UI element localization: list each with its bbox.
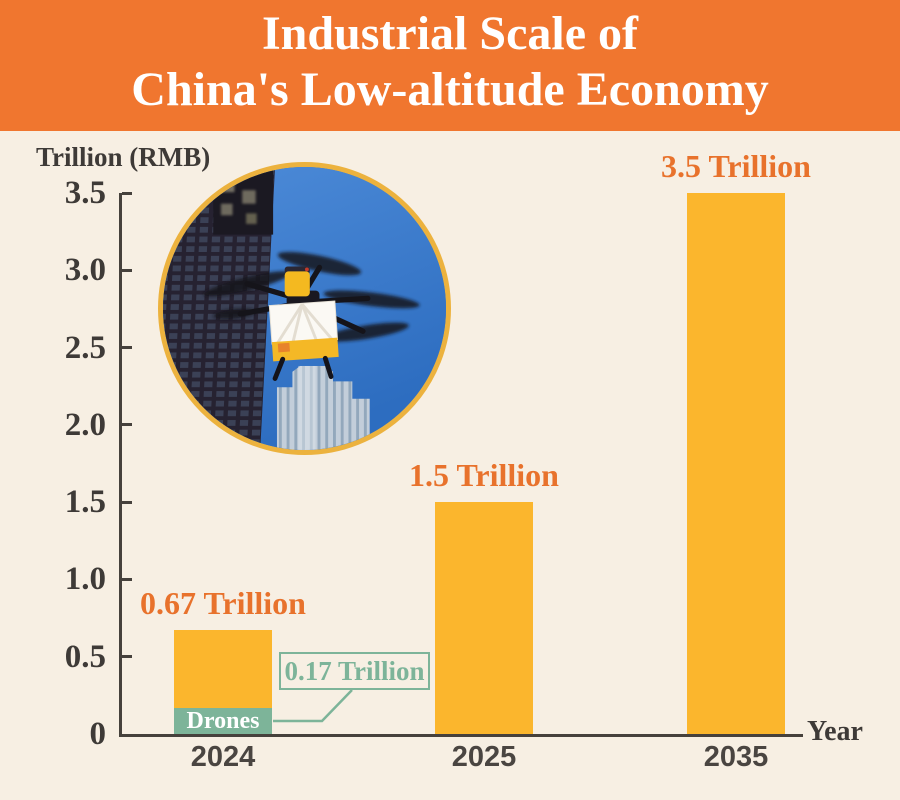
title-line-1: Industrial Scale of [261, 7, 639, 60]
y-tick-label-3.0: 3.0 [64, 252, 106, 289]
drones-callout-box: 0.17 Trillion [279, 652, 430, 690]
y-tick-mark [122, 268, 132, 272]
y-axis-line [119, 193, 122, 737]
bar-value-label-2035: 3.5 Trillion [661, 148, 811, 184]
y-tick-label-1.0: 1.0 [64, 561, 106, 598]
y-tick-mark [122, 423, 132, 427]
drone-landing-legs [272, 355, 334, 381]
y-axis-title: Trillion (RMB) [36, 142, 211, 172]
x-tick-label-2035: 2035 [703, 741, 769, 773]
x-tick-label-2024: 2024 [190, 741, 256, 773]
drone-delivery-photo [158, 162, 451, 455]
x-tick-label-2025: 2025 [451, 741, 517, 773]
bar-2035 [687, 193, 785, 734]
y-tick-mark [122, 655, 132, 659]
light-building [276, 365, 370, 450]
y-tick-mark [122, 577, 132, 581]
y-tick-mark [122, 346, 132, 350]
drone-photo-illustration [163, 167, 446, 450]
drone-canister [284, 271, 310, 297]
title-line-2: China's Low-altitude Economy [131, 63, 769, 116]
y-tick-label-3.5: 3.5 [64, 175, 106, 211]
y-tick-label-1.5: 1.5 [64, 484, 106, 521]
title-banner: Industrial Scale of China's Low-altitude… [0, 0, 900, 131]
y-tick-mark [122, 191, 132, 195]
y-tick-label-0.5: 0.5 [64, 638, 106, 675]
x-axis-title: Year [807, 716, 863, 747]
drone [203, 251, 420, 381]
drones-segment-label: Drones [186, 707, 260, 734]
y-tick-mark [122, 500, 132, 504]
x-axis-line [119, 734, 803, 737]
bar-2025 [435, 502, 533, 734]
y-tick-label-0: 0 [89, 716, 107, 752]
bar-value-label-2025: 1.5 Trillion [409, 457, 559, 494]
y-tick-label-2.5: 2.5 [64, 329, 106, 366]
y-tick-label-2.0: 2.0 [64, 406, 106, 443]
drones-segment: Drones [174, 707, 272, 734]
bar-2024: Drones [174, 630, 272, 734]
drones-callout-value: 0.17 Trillion [284, 656, 425, 686]
drone-cargo-box [268, 300, 339, 362]
bar-value-label-2024: 0.67 Trillion [140, 585, 306, 622]
